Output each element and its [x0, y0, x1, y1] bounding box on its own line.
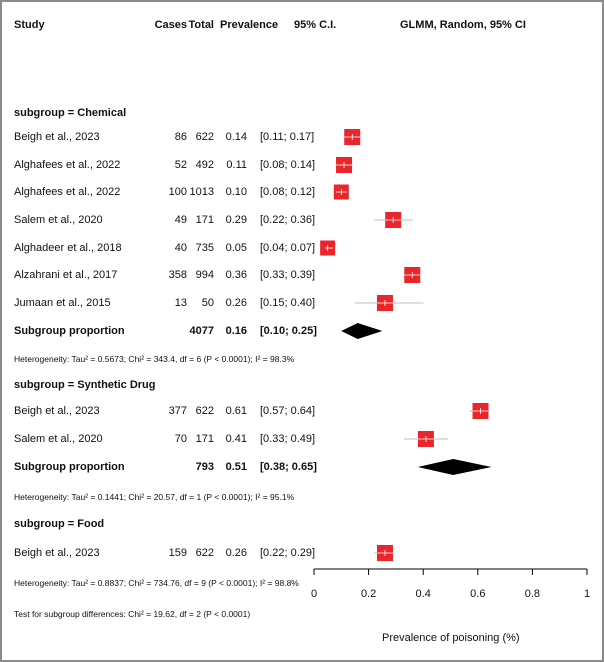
- study-cases: 13: [174, 297, 187, 309]
- pooled-ci: [0.38; 0.65]: [260, 461, 317, 473]
- study-ci: [0.57; 0.64]: [260, 405, 316, 417]
- study-total: 622: [195, 131, 214, 143]
- header-ci: 95% C.I.: [294, 19, 337, 31]
- study-cases: 70: [174, 433, 187, 445]
- pooled-diamond: [417, 459, 492, 475]
- study-total: 622: [195, 547, 214, 559]
- study-name: Alghadeer et al., 2018: [14, 242, 122, 254]
- study-cases: 358: [168, 269, 187, 281]
- study-ci: [0.33; 0.49]: [260, 433, 316, 445]
- pooled-total: 793: [195, 461, 214, 473]
- study-name: Jumaan et al., 2015: [14, 297, 111, 309]
- x-tick-label: 0.6: [470, 588, 486, 600]
- study-total: 171: [195, 214, 214, 226]
- study-prevalence: 0.61: [225, 405, 247, 417]
- study-name: Beigh et al., 2023: [14, 131, 100, 143]
- study-prevalence: 0.11: [226, 159, 247, 171]
- x-tick-label: 0.8: [524, 588, 541, 600]
- overall-heterogeneity: Heterogeneity: Tau² = 0.8837; Chi² = 734…: [14, 578, 299, 588]
- study-cases: 52: [174, 159, 187, 171]
- study-total: 50: [201, 297, 214, 309]
- study-total: 171: [195, 433, 214, 445]
- study-total: 492: [195, 159, 214, 171]
- study-cases: 86: [174, 131, 187, 143]
- study-total: 622: [195, 405, 214, 417]
- x-tick-label: 0.4: [415, 588, 431, 600]
- x-tick-label: 0: [310, 588, 318, 600]
- study-name: Salem et al., 2020: [14, 214, 103, 226]
- study-cases: 377: [168, 405, 187, 417]
- pooled-diamond: [341, 323, 383, 339]
- pooled-prevalence: 0.16: [225, 325, 247, 337]
- pooled-total: 4077: [189, 325, 214, 337]
- study-name: Alghafees et al., 2022: [14, 159, 121, 171]
- heterogeneity-text: Heterogeneity: Tau² = 0.1441; Chi² = 20.…: [14, 492, 295, 502]
- pooled-prevalence: 0.51: [225, 461, 247, 473]
- study-ci: [0.08; 0.12]: [260, 186, 316, 198]
- study-prevalence: 0.05: [225, 242, 247, 254]
- header-cases: Cases: [154, 19, 187, 31]
- x-tick-label: 0.2: [360, 588, 377, 600]
- subgroup-proportion-label: Subgroup proportion: [14, 325, 125, 337]
- header-glmm: GLMM, Random, 95% CI: [400, 19, 526, 31]
- study-ci: [0.33; 0.39]: [260, 269, 316, 281]
- subgroup-label: subgroup = Synthetic Drug: [14, 379, 156, 391]
- x-axis-label: Prevalence of poisoning (%): [382, 632, 520, 644]
- subgroup-test: Test for subgroup differences: Chi² = 19…: [14, 609, 251, 619]
- study-name: Salem et al., 2020: [14, 433, 103, 445]
- study-cases: 49: [174, 214, 187, 226]
- x-tick-label: 1: [583, 588, 591, 600]
- study-cases: 100: [168, 186, 187, 198]
- study-ci: [0.22; 0.36]: [260, 214, 316, 226]
- study-name: Alghafees et al., 2022: [14, 186, 121, 198]
- study-ci: [0.15; 0.40]: [260, 297, 316, 309]
- study-prevalence: 0.41: [225, 433, 247, 445]
- study-cases: 40: [174, 242, 187, 254]
- study-total: 735: [195, 242, 214, 254]
- study-total: 1013: [189, 186, 214, 198]
- study-name: Beigh et al., 2023: [14, 547, 100, 559]
- header-prevalence: Prevalence: [220, 19, 279, 31]
- study-cases: 159: [168, 547, 187, 559]
- pooled-ci: [0.10; 0.25]: [260, 325, 317, 337]
- study-ci: [0.11; 0.17]: [260, 131, 315, 143]
- subgroup-label: subgroup = Chemical: [14, 107, 127, 119]
- study-prevalence: 0.36: [225, 269, 247, 281]
- subgroup-proportion-label: Subgroup proportion: [14, 461, 125, 473]
- study-name: Alzahrani et al., 2017: [14, 269, 118, 281]
- study-prevalence: 0.14: [225, 131, 247, 143]
- subgroup-label: subgroup = Food: [14, 518, 105, 530]
- study-ci: [0.04; 0.07]: [260, 242, 316, 254]
- study-name: Beigh et al., 2023: [14, 405, 100, 417]
- study-prevalence: 0.26: [225, 547, 247, 559]
- study-prevalence: 0.10: [225, 186, 247, 198]
- study-prevalence: 0.29: [225, 214, 247, 226]
- heterogeneity-text: Heterogeneity: Tau² = 0.5673; Chi² = 343…: [14, 354, 295, 364]
- study-ci: [0.22; 0.29]: [260, 547, 316, 559]
- study-prevalence: 0.26: [225, 297, 247, 309]
- study-total: 994: [195, 269, 214, 281]
- header-study: Study: [14, 19, 45, 31]
- study-ci: [0.08; 0.14]: [260, 159, 316, 171]
- header-total: Total: [188, 19, 214, 31]
